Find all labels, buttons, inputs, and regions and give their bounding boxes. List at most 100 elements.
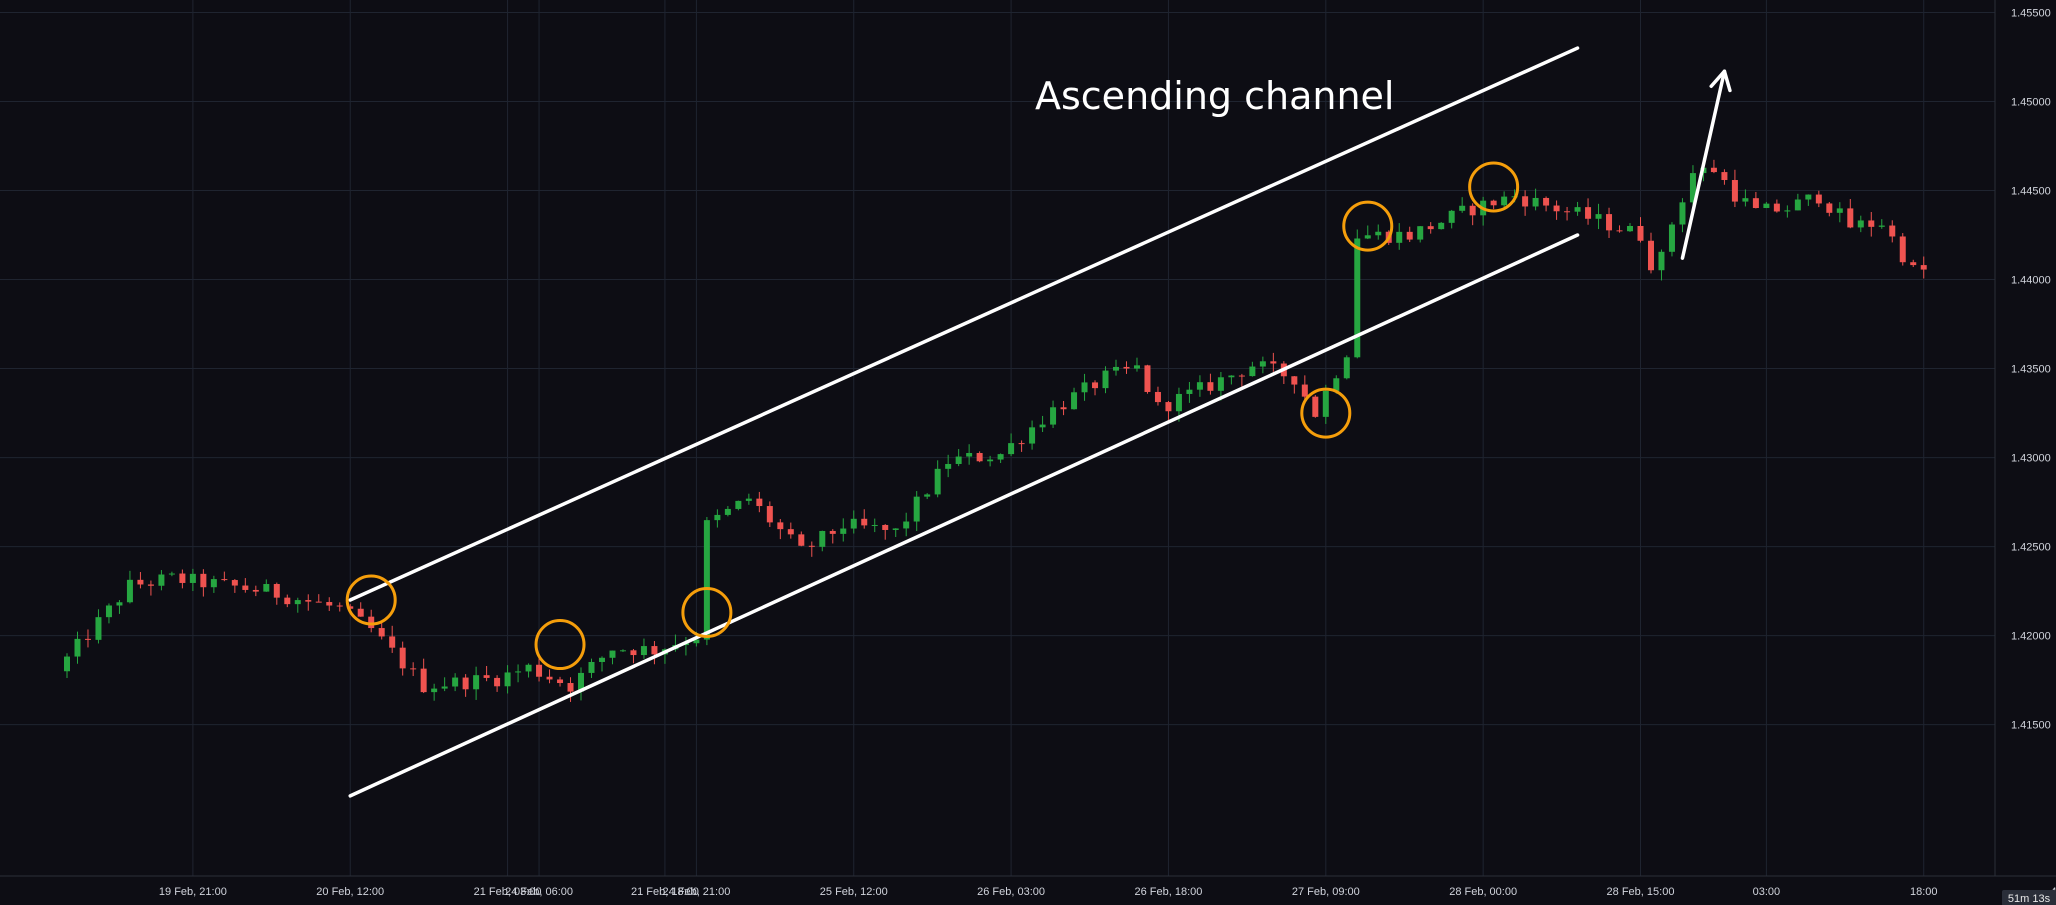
candle-body-up [934, 468, 941, 495]
time-tick-label: 25 Feb, 12:00 [820, 886, 888, 898]
candle-body-up [714, 514, 721, 521]
candle-body-down [777, 522, 784, 530]
time-tick-label: 24 Feb, 21:00 [662, 886, 730, 898]
channel-upper-line[interactable] [348, 46, 1580, 602]
countdown-text: 51m 13s [2008, 893, 2051, 905]
candle-body-up [1396, 231, 1403, 243]
candle-body-up [588, 661, 595, 673]
candle-body-up [892, 528, 899, 530]
candle-body-down [1606, 214, 1613, 231]
channel-lower-line[interactable] [348, 233, 1580, 798]
candle-body-down [399, 647, 406, 669]
candle-body-up [189, 573, 196, 583]
candle-body-up [1343, 357, 1350, 379]
candle-body-up [158, 574, 165, 586]
candle-body-up [903, 521, 910, 529]
candle-body-down [462, 677, 469, 690]
candle-body-down [1060, 407, 1067, 410]
candle-body-up [578, 672, 585, 692]
candle-body-down [1731, 180, 1738, 202]
candle-body-up [1805, 194, 1812, 200]
candle-body-down [882, 524, 889, 530]
time-tick-label: 19 Feb, 21:00 [159, 886, 227, 898]
candle-body-up [1857, 220, 1864, 228]
price-axis[interactable]: 1.45500 1.45000 1.44500 1.44000 1.43500 1.430… [1994, 0, 2051, 876]
candle-body-up [263, 584, 270, 592]
candle-body-down [808, 545, 815, 547]
candle-body-up [703, 520, 710, 640]
price-tick-label: 1.45500 [2011, 7, 2051, 19]
candle-body-down [630, 650, 637, 656]
candle-body-up [693, 639, 700, 644]
candle-body-up [1658, 251, 1665, 271]
candle-body-down [1647, 240, 1654, 271]
candle-body-up [871, 524, 878, 526]
candle-body-down [368, 616, 375, 629]
candle-body-up [1071, 392, 1078, 410]
candle-body-up [966, 453, 973, 457]
candle-body-up [619, 650, 626, 652]
candle-body-up [1679, 202, 1686, 225]
candle-body-down [1543, 197, 1550, 206]
candle-body-down [557, 679, 564, 684]
candle-body-up [525, 664, 532, 672]
candle-body-down [1868, 220, 1875, 227]
price-tick-label: 1.44500 [2011, 186, 2051, 198]
candle-body-up [1668, 224, 1675, 252]
candle-body-up [1175, 393, 1182, 412]
projection-arrow-line [1680, 69, 1727, 260]
candle-body-down [1123, 366, 1130, 369]
touch-point-circle [534, 619, 586, 671]
candle-body-down [1773, 203, 1780, 212]
candle-body-down [252, 589, 259, 592]
candlestick-series [64, 157, 1927, 702]
candle-body-down [273, 584, 280, 598]
candle-body-down [1522, 196, 1529, 207]
candle-body-up [1595, 214, 1602, 219]
candle-body-down [494, 677, 501, 687]
candle-body-up [1763, 203, 1770, 209]
projection-arrow[interactable] [1680, 69, 1732, 260]
candle-body-up [64, 656, 70, 672]
candle-body-down [798, 534, 805, 546]
candle-body-up [1050, 407, 1057, 425]
candle-body-up [515, 671, 522, 673]
time-axis[interactable]: 19 Feb, 21:00 20 Feb, 12:00 21 Feb, 03:00 2… [0, 875, 2056, 898]
candle-body-down [1406, 231, 1413, 240]
candle-body-down [1752, 198, 1759, 209]
candle-body-down [1637, 225, 1644, 241]
time-tick-label: 26 Feb, 03:00 [977, 886, 1045, 898]
candle-body-down [137, 579, 144, 585]
projection-arrow-head [1709, 69, 1732, 93]
candle-body-down [1427, 226, 1434, 230]
candle-body-down [357, 608, 364, 617]
time-tick-label: 21 Feb, 03:00 [474, 886, 542, 898]
candle-body-down [231, 580, 238, 586]
candle-body-down [567, 683, 574, 692]
candle-body-up [1532, 197, 1539, 207]
candle-body-down [1847, 208, 1854, 228]
candle-body-up [1249, 366, 1256, 377]
candle-body-down [1826, 203, 1833, 213]
candle-body-up [431, 688, 438, 693]
candle-body-up [1196, 382, 1203, 390]
candle-body-up [640, 646, 647, 656]
drawing-overlay: Ascending channel [345, 46, 1732, 798]
candle-body-up [1574, 207, 1581, 212]
candle-body-up [168, 573, 175, 575]
candle-body-down [766, 506, 773, 523]
candle-body-up [1354, 238, 1361, 358]
time-tick-label: 21 Feb, 18:00 [631, 886, 699, 898]
candle-body-up [74, 638, 81, 657]
candle-body-down [1815, 194, 1822, 204]
price-tick-label: 1.42000 [2011, 631, 2051, 643]
candle-body-up [441, 686, 448, 689]
time-tick-label: 20 Feb, 12:00 [316, 886, 384, 898]
touch-point-circle [1342, 200, 1394, 252]
touch-point-circle [345, 574, 397, 626]
candle-body-up [504, 672, 511, 687]
candle-body-up [745, 498, 752, 501]
candle-body-down [347, 606, 354, 609]
